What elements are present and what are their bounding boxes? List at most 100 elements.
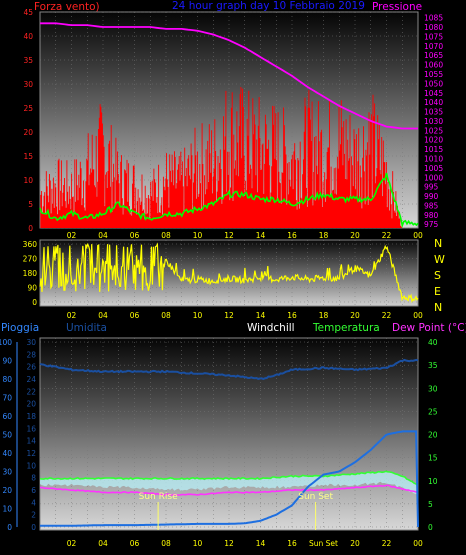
- pressure-tick-label: 1045: [424, 89, 443, 98]
- rain-tick-label: 80: [2, 375, 12, 384]
- x-tick-label-bottom: 00: [413, 539, 423, 548]
- x-tick-label-middle: 12: [224, 311, 234, 320]
- pressure-tick-label: 1070: [424, 42, 443, 51]
- pressure-tick-label: 1020: [424, 136, 443, 145]
- direction-marks: [39, 242, 419, 304]
- x-tick-label-top: 20: [350, 231, 360, 240]
- rain-tick-label: 30: [2, 468, 12, 477]
- rain-series: [40, 430, 419, 528]
- rain-tick-label: 70: [2, 394, 12, 403]
- pressure-tick-label: 1085: [424, 14, 443, 23]
- pressure-tick-label: 995: [424, 183, 439, 192]
- x-tick-label-bottom: 04: [98, 539, 108, 548]
- sun-markers: Sun Rise Sun Set: [139, 492, 333, 530]
- rain-tick-label: 100: [0, 338, 12, 347]
- x-tick-label-middle: 14: [256, 311, 266, 320]
- humidity-tick-label: 14: [26, 437, 36, 446]
- temperature-tick-label: 10: [428, 477, 438, 486]
- x-tick-label-bottom: 08: [161, 539, 171, 548]
- x-tick-label-top: 14: [256, 231, 266, 240]
- direction-letter-e: E: [434, 285, 441, 298]
- wind-tick-label: 45: [23, 8, 33, 17]
- x-tick-label-bottom: 22: [382, 539, 392, 548]
- x-tick-label-middle: 20: [350, 311, 360, 320]
- wind-tick-label: 35: [23, 56, 33, 65]
- temperature-tick-label: 40: [428, 338, 438, 347]
- temperature-tick-label: 35: [428, 361, 438, 370]
- x-tick-label-middle: 02: [67, 311, 77, 320]
- direction-tick-label: 0: [32, 298, 37, 307]
- temperature-tick-label: 20: [428, 431, 438, 440]
- dewpoint-legend: Dew Point (°C): [392, 322, 466, 334]
- x-tick-label-top: 18: [319, 231, 329, 240]
- x-tick-label-middle: 00: [413, 311, 423, 320]
- temperature-tick-label: 0: [428, 523, 433, 532]
- humidity-tick-label: 6: [31, 486, 36, 495]
- wind-tick-label: 20: [23, 128, 33, 137]
- x-tick-label-bottom: 12: [224, 539, 234, 548]
- direction-tick-label: 90: [27, 284, 37, 293]
- humidity-tick-label: 10: [26, 461, 36, 470]
- axis-tick-labels: 0510152025303540459759809859909951000100…: [0, 8, 443, 548]
- temperature-tick-label: 25: [428, 407, 438, 416]
- temperature-series: [39, 470, 419, 487]
- rain-axis-title: Pioggia: [1, 322, 39, 334]
- pressure-tick-label: 980: [424, 211, 439, 220]
- chart-title: 24 hour graph day 10 Febbraio 2019: [172, 0, 365, 12]
- sun-set-label: Sun Set: [298, 492, 333, 502]
- x-tick-label-middle: 22: [382, 311, 392, 320]
- rain-tick-label: 50: [2, 431, 12, 440]
- humidity-series: [39, 358, 419, 381]
- x-tick-label-top: 04: [98, 231, 108, 240]
- pressure-tick-label: 1015: [424, 145, 443, 154]
- rain-tick-label: 10: [2, 505, 12, 514]
- pressure-tick-label: 1025: [424, 126, 443, 135]
- humidity-tick-label: 18: [26, 412, 36, 421]
- humidity-tick-label: 2: [31, 511, 36, 520]
- pressure-tick-label: 1060: [424, 61, 443, 70]
- x-tick-label-top: 10: [193, 231, 203, 240]
- x-tick-label-top: 12: [224, 231, 234, 240]
- pressure-series: [40, 22, 418, 130]
- temperature-tick-label: 15: [428, 454, 438, 463]
- pressure-tick-label: 1050: [424, 79, 443, 88]
- x-tick-label-middle: 10: [193, 311, 203, 320]
- pressure-axis-title: Pressione: [372, 1, 422, 13]
- x-tick-label-bottom: 14: [256, 539, 266, 548]
- wind-tick-label: 40: [23, 32, 33, 41]
- pressure-tick-label: 1035: [424, 108, 443, 117]
- pressure-tick-label: 1075: [424, 32, 443, 41]
- wind-tick-label: 0: [28, 224, 33, 233]
- rain-tick-label: 40: [2, 449, 12, 458]
- x-tick-label-bottom: 02: [67, 539, 77, 548]
- humidity-tick-label: 12: [26, 449, 36, 458]
- wind-tick-label: 30: [23, 80, 33, 89]
- pressure-tick-label: 1080: [424, 23, 443, 32]
- temperature-legend: Temperatura: [312, 322, 380, 334]
- pressure-tick-label: 985: [424, 201, 439, 210]
- x-tick-label-bottom: 06: [130, 539, 140, 548]
- humidity-tick-label: 30: [26, 338, 36, 347]
- wind-average-series: [39, 172, 419, 229]
- sun-rise-label: Sun Rise: [139, 492, 178, 502]
- x-tick-label-top: 02: [67, 231, 77, 240]
- pressure-tick-label: 990: [424, 192, 439, 201]
- pressure-tick-label: 1010: [424, 155, 443, 164]
- humidity-tick-label: 26: [26, 363, 36, 372]
- rain-tick-label: 20: [2, 486, 12, 495]
- pressure-tick-label: 1005: [424, 164, 443, 173]
- direction-letter-n: N: [434, 237, 442, 250]
- x-tick-label-bottom: 10: [193, 539, 203, 548]
- x-tick-label-middle: 16: [287, 311, 297, 320]
- humidity-axis-title: Umidita: [66, 322, 107, 334]
- direction-letter-s: S: [434, 269, 441, 282]
- temperature-tick-label: 5: [428, 500, 433, 509]
- direction-tick-label: 180: [23, 269, 38, 278]
- direction-letter-n2: N: [434, 301, 442, 314]
- direction-letter-w: W: [434, 253, 445, 266]
- humidity-tick-label: 8: [31, 474, 36, 483]
- climate-marks: [39, 358, 419, 528]
- wind-tick-label: 25: [23, 104, 33, 113]
- pressure-tick-label: 975: [424, 220, 439, 229]
